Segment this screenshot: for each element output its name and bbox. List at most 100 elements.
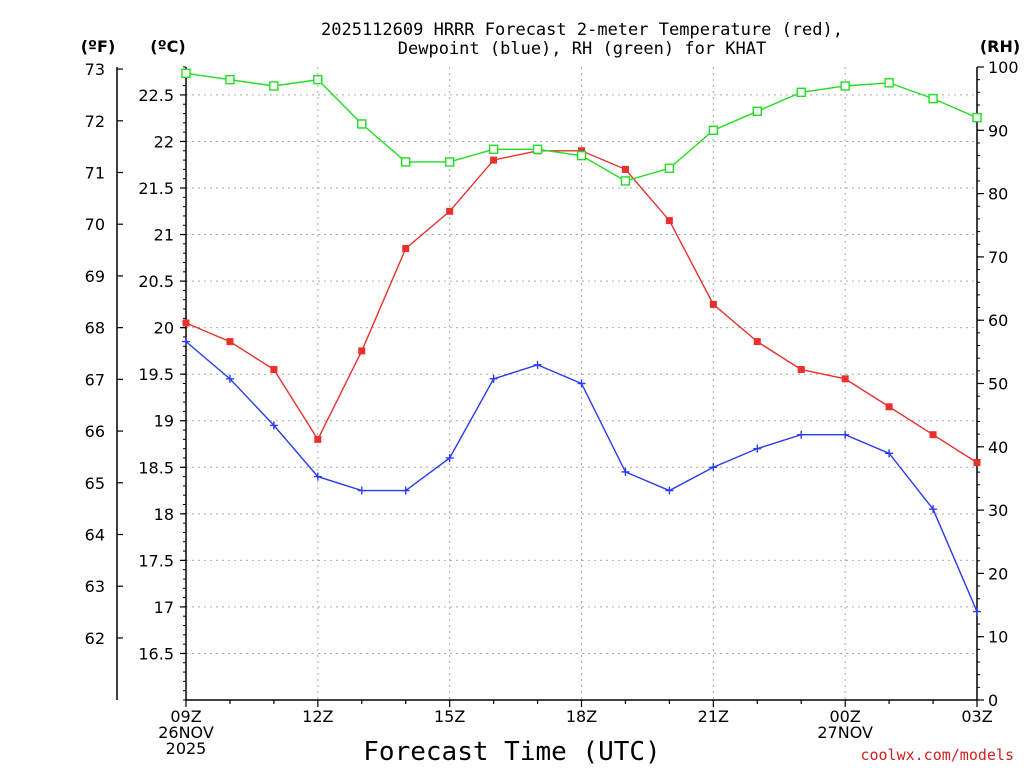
celsius-tick-label: 18 — [154, 505, 174, 524]
data-point — [269, 81, 279, 91]
fahrenheit-unit-label: (ºF) — [81, 37, 116, 56]
fahrenheit-tick-label: 73 — [85, 60, 105, 79]
rh-tick-label: 100 — [988, 58, 1019, 77]
data-point — [225, 374, 234, 383]
x-tick-label: 26NOV — [158, 723, 214, 742]
data-point — [357, 486, 366, 495]
rh-tick-label: 40 — [988, 438, 1008, 457]
data-point — [576, 150, 587, 161]
x-tick-label-group: 03Z — [961, 707, 992, 726]
data-point — [270, 366, 278, 374]
celsius-tick-label: 20 — [154, 319, 174, 338]
data-point — [620, 176, 631, 186]
data-point — [708, 125, 719, 136]
chart-title-line-1: 2025112609 HRRR Forecast 2-meter Tempera… — [321, 20, 843, 40]
series-plus — [182, 337, 981, 616]
data-point — [269, 421, 278, 430]
x-axis-label: Forecast Time (UTC) — [363, 737, 660, 767]
data-point — [532, 144, 543, 154]
data-point — [489, 374, 498, 383]
x-tick-label: 03Z — [961, 707, 992, 726]
fahrenheit-tick-label: 67 — [85, 370, 105, 389]
rh-unit-label: (RH) — [980, 37, 1020, 56]
data-point — [182, 337, 190, 346]
celsius-tick-label: 18.5 — [138, 458, 174, 477]
rh-tick-label: 90 — [988, 121, 1008, 140]
rh-tick-label: 20 — [988, 564, 1008, 583]
data-point — [445, 453, 454, 462]
data-point — [401, 486, 410, 495]
data-point — [797, 430, 806, 439]
data-point — [665, 217, 673, 225]
x-tick-label: 12Z — [302, 707, 333, 726]
data-point — [928, 93, 938, 104]
data-point — [488, 144, 499, 154]
fahrenheit-tick-label: 65 — [85, 474, 105, 493]
x-tick-label: 00Z — [830, 707, 861, 726]
celsius-tick-label: 22 — [154, 132, 174, 151]
data-point — [225, 74, 235, 85]
series-open-square — [181, 68, 982, 186]
fahrenheit-tick-label: 62 — [85, 629, 105, 648]
data-point — [753, 338, 761, 346]
rh-tick-label: 10 — [988, 628, 1008, 647]
data-point — [884, 78, 894, 88]
data-point — [709, 300, 717, 308]
data-point — [533, 360, 542, 369]
x-tick-label-group: 18Z — [566, 707, 597, 726]
x-tick-label-group: 12Z — [302, 707, 333, 726]
data-point — [444, 157, 455, 167]
data-point — [664, 163, 675, 173]
data-point — [182, 319, 190, 327]
x-tick-label: 21Z — [698, 707, 729, 726]
data-point — [621, 467, 630, 476]
data-point — [226, 338, 234, 346]
data-point — [665, 486, 674, 495]
chart-title-line-2: Dewpoint (blue), RH (green) for KHAT — [398, 39, 766, 59]
data-point — [313, 74, 323, 85]
celsius-tick-label: 21.5 — [138, 179, 174, 198]
data-point — [797, 366, 805, 374]
rh-tick-label: 80 — [988, 185, 1008, 204]
celsius-tick-label: 17 — [154, 598, 174, 617]
fahrenheit-tick-label: 69 — [85, 267, 105, 286]
data-point — [796, 87, 806, 98]
fahrenheit-tick-label: 71 — [85, 164, 105, 183]
data-point — [577, 379, 586, 388]
data-point — [357, 119, 367, 129]
data-point — [358, 347, 366, 355]
data-point — [841, 375, 849, 383]
rh-tick-label: 30 — [988, 501, 1008, 520]
celsius-tick-label: 19.5 — [138, 365, 174, 384]
data-point — [314, 435, 322, 443]
data-point — [753, 444, 762, 453]
data-point — [885, 403, 893, 411]
fahrenheit-tick-label: 64 — [85, 526, 105, 545]
data-series — [181, 68, 982, 616]
x-tick-label: 09Z — [170, 707, 201, 726]
data-point — [929, 505, 938, 514]
celsius-tick-label: 17.5 — [138, 551, 174, 570]
celsius-tick-label: 21 — [154, 226, 174, 245]
data-point — [313, 472, 322, 481]
fahrenheit-tick-label: 63 — [85, 577, 105, 596]
celsius-tick-label: 22.5 — [138, 86, 174, 105]
data-point — [885, 449, 894, 458]
fahrenheit-tick-label: 72 — [85, 112, 105, 131]
data-point — [446, 207, 454, 215]
celsius-unit-label: (ºC) — [150, 37, 185, 56]
source-credit[interactable]: coolwx.com/models — [860, 746, 1014, 764]
data-point — [402, 245, 410, 253]
data-point — [841, 430, 850, 439]
rh-tick-label: 0 — [988, 691, 998, 710]
fahrenheit-tick-label: 66 — [85, 422, 105, 441]
data-point — [578, 147, 585, 155]
data-point — [929, 431, 937, 439]
rh-tick-label: 70 — [988, 248, 1008, 267]
x-tick-label: 15Z — [434, 707, 465, 726]
series-filled-square — [182, 147, 981, 467]
data-point — [973, 459, 981, 467]
celsius-tick-label: 20.5 — [138, 272, 174, 291]
